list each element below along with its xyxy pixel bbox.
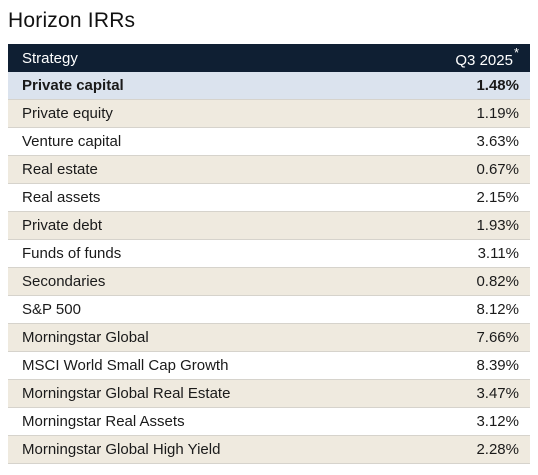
table-row: S&P 500 8.12% [8, 296, 530, 324]
row-value: 0.67% [476, 161, 519, 178]
row-value: 2.28% [476, 441, 519, 458]
table-row: Real estate 0.67% [8, 156, 530, 184]
row-label: Private debt [22, 217, 103, 234]
row-value: 3.11% [477, 245, 519, 262]
table-row: Morningstar Global 7.66% [8, 324, 530, 352]
row-value: 1.48% [476, 77, 519, 94]
row-value: 2.15% [476, 189, 519, 206]
row-value: 8.39% [476, 357, 519, 374]
table-row: Funds of funds 3.11% [8, 240, 530, 268]
row-value: 7.66% [476, 329, 519, 346]
row-label: MSCI World Small Cap Growth [22, 357, 229, 374]
row-value: 8.12% [476, 301, 519, 318]
row-label: Funds of funds [22, 245, 122, 262]
table-row: Private debt 1.93% [8, 212, 530, 240]
page-title: Horizon IRRs [8, 9, 136, 32]
table-row: Morningstar Real Assets 3.12% [8, 408, 530, 436]
table-row: Morningstar Global Real Estate 3.47% [8, 380, 530, 408]
table-row: Venture capital 3.63% [8, 128, 530, 156]
table-row: Private capital 1.48% [8, 72, 530, 100]
table-row: Real assets 2.15% [8, 184, 530, 212]
table-row: Morningstar Global High Yield 2.28% [8, 436, 530, 464]
row-label: Morningstar Global Real Estate [22, 385, 231, 402]
row-label: Real estate [22, 161, 98, 178]
row-label: Private equity [22, 105, 113, 122]
irr-table: Strategy Q3 2025* Private capital 1.48% … [8, 44, 530, 464]
row-value: 3.63% [476, 133, 519, 150]
row-value: 3.47% [476, 385, 519, 402]
row-label: Real assets [22, 189, 101, 206]
period-label: Q3 2025 [455, 52, 513, 69]
row-value: 3.12% [476, 413, 519, 430]
table-row: Secondaries 0.82% [8, 268, 530, 296]
row-label: Secondaries [22, 273, 106, 290]
row-label: Morningstar Real Assets [22, 413, 185, 430]
column-header-period: Q3 2025* [455, 45, 519, 69]
row-label: Morningstar Global High Yield [22, 441, 221, 458]
row-label: S&P 500 [22, 301, 81, 318]
row-label: Private capital [22, 77, 124, 94]
table-header: Strategy Q3 2025* [8, 44, 530, 72]
table-row: MSCI World Small Cap Growth 8.39% [8, 352, 530, 380]
row-value: 0.82% [476, 273, 519, 290]
column-header-strategy: Strategy [22, 49, 78, 67]
footnote-mark: * [513, 45, 519, 60]
row-value: 1.19% [476, 105, 519, 122]
table-row: Private equity 1.19% [8, 100, 530, 128]
row-label: Morningstar Global [22, 329, 149, 346]
row-label: Venture capital [22, 133, 122, 150]
row-value: 1.93% [476, 217, 519, 234]
